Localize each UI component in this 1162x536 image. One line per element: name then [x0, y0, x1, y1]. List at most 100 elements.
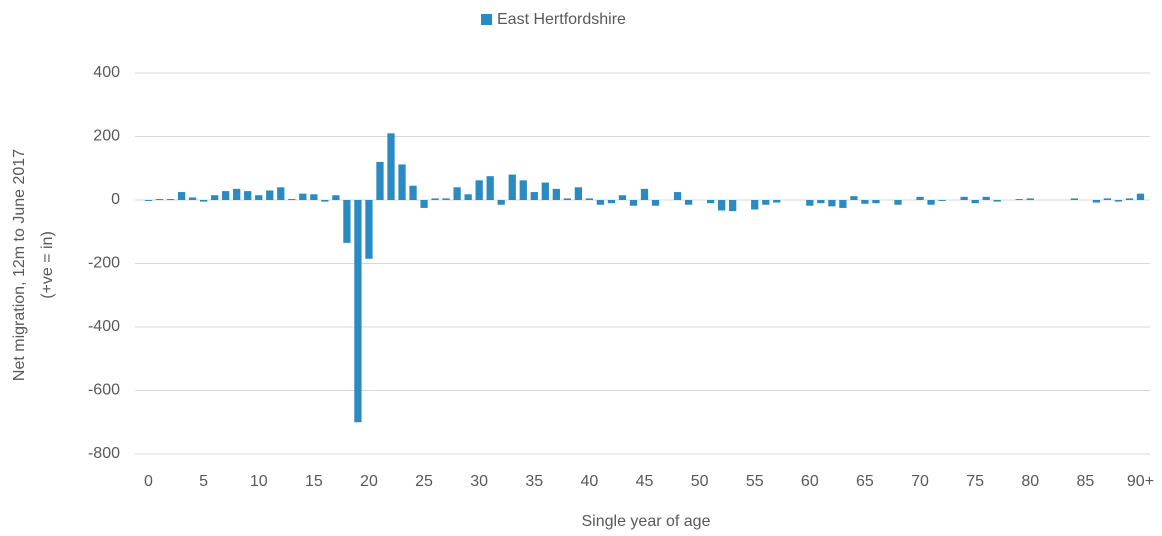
bar	[552, 188, 560, 200]
bar	[1125, 198, 1134, 200]
bar	[817, 200, 825, 204]
x-tick-label: 45	[636, 473, 654, 490]
bar	[828, 200, 836, 207]
bar	[916, 196, 924, 200]
bar	[497, 200, 505, 205]
x-tick-label: 40	[580, 473, 598, 490]
bar	[971, 200, 979, 204]
legend-label: East Hertfordshire	[497, 11, 626, 28]
bar	[960, 196, 968, 200]
x-axis-label: Single year of age	[582, 513, 711, 530]
bar	[927, 200, 935, 205]
bar	[1015, 199, 1023, 200]
bar	[1136, 193, 1145, 200]
bar	[993, 200, 1001, 202]
bar	[199, 200, 208, 202]
bar	[806, 200, 814, 206]
bar	[640, 188, 649, 200]
x-tick-label: 15	[305, 473, 323, 490]
bar	[894, 200, 902, 205]
bar	[574, 187, 583, 200]
y-axis-label: (+ve = in)	[39, 231, 56, 299]
bar	[1026, 198, 1034, 200]
bar	[420, 200, 428, 208]
x-tick-label: 90+	[1127, 473, 1154, 490]
x-tick-label: 55	[746, 473, 764, 490]
bar	[233, 188, 241, 200]
x-tick-label: 30	[470, 473, 488, 490]
bar	[442, 198, 450, 200]
y-tick-label: -600	[88, 382, 120, 399]
bar	[310, 194, 318, 200]
y-tick-label: 0	[111, 191, 120, 208]
bar	[519, 180, 527, 200]
x-tick-label: 85	[1076, 473, 1094, 490]
bar	[839, 200, 847, 208]
bar	[684, 200, 693, 205]
bar	[729, 200, 737, 212]
x-tick-label: 5	[199, 473, 208, 490]
bar	[266, 190, 274, 200]
bar	[244, 191, 252, 200]
x-tick-label: 65	[856, 473, 874, 490]
bar	[321, 200, 329, 202]
bar	[299, 193, 307, 200]
bar	[409, 185, 417, 200]
bar	[1114, 200, 1123, 202]
x-tick-label: 75	[966, 473, 984, 490]
bar	[563, 198, 571, 200]
bar	[607, 200, 616, 204]
bar	[982, 196, 990, 200]
bar	[1070, 198, 1078, 200]
bar	[464, 194, 472, 200]
bar	[177, 192, 186, 200]
bar	[872, 200, 880, 204]
x-tick-label: 50	[691, 473, 709, 490]
bar	[211, 195, 219, 200]
x-tick-label: 25	[415, 473, 433, 490]
bar	[222, 191, 230, 200]
bar	[762, 200, 770, 205]
bar	[673, 192, 682, 200]
x-tick-label: 60	[801, 473, 819, 490]
bar	[585, 198, 594, 200]
x-tick-label: 80	[1021, 473, 1039, 490]
x-tick-label: 70	[911, 473, 929, 490]
bar	[166, 199, 175, 200]
bar	[773, 200, 781, 203]
y-tick-label: 200	[93, 128, 120, 145]
y-tick-label: -400	[88, 318, 120, 335]
bar	[343, 200, 351, 243]
bar	[861, 200, 869, 204]
bar	[1092, 200, 1101, 203]
bar	[288, 199, 296, 200]
bar	[475, 180, 483, 200]
y-tick-label: -800	[88, 445, 120, 462]
bar	[530, 192, 538, 200]
bar	[718, 200, 726, 211]
bar	[387, 133, 395, 200]
bar	[651, 200, 660, 206]
x-tick-label: 35	[525, 473, 543, 490]
bar	[486, 176, 494, 200]
bar	[144, 200, 153, 201]
bar	[398, 164, 406, 200]
y-tick-label: 400	[93, 64, 120, 81]
bar	[453, 187, 461, 200]
bar	[365, 200, 373, 259]
bar	[508, 174, 516, 200]
bar	[277, 187, 285, 200]
x-tick-label: 0	[144, 473, 153, 490]
bar	[188, 197, 197, 200]
bar	[596, 200, 605, 205]
bar	[629, 200, 638, 206]
bar	[376, 161, 384, 200]
bar	[850, 196, 858, 200]
y-axis-label: Net migration, 12m to June 2017	[11, 149, 28, 381]
bar	[1103, 198, 1112, 200]
bar	[155, 199, 164, 200]
bar	[706, 200, 715, 204]
bar	[431, 198, 439, 200]
bar	[541, 182, 549, 200]
